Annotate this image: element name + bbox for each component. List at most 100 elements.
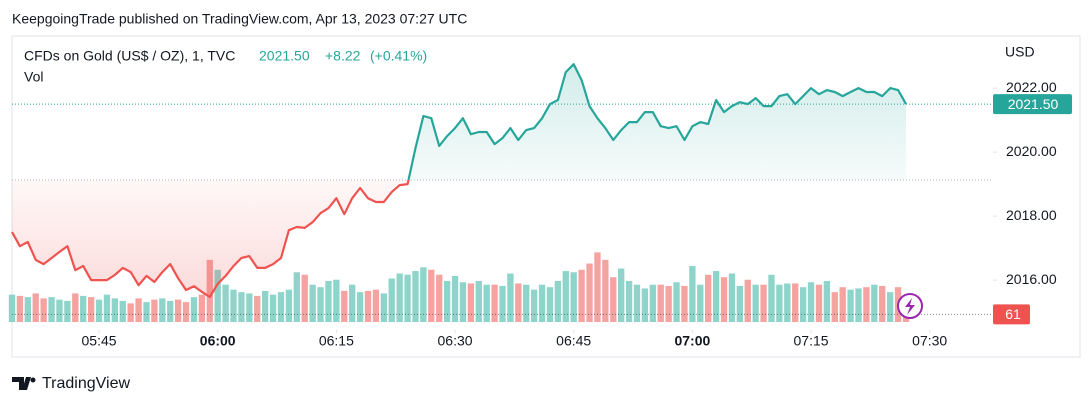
volume-bar — [792, 283, 799, 322]
last-volume-label: 61 — [1005, 306, 1021, 322]
logo — [12, 377, 36, 390]
volume-bar — [349, 284, 356, 322]
volume-bar — [333, 279, 340, 322]
volume-bar — [404, 274, 411, 322]
volume-bar — [752, 284, 759, 322]
volume-bar — [483, 284, 490, 322]
volume-bar — [625, 280, 633, 322]
legend-vol: Vol — [24, 69, 43, 85]
volume-bar — [151, 299, 158, 322]
volume-bar — [317, 287, 324, 322]
volume-bar — [499, 285, 506, 322]
y-tick-label: 2018.00 — [1006, 207, 1057, 223]
volume-bar — [364, 290, 372, 322]
volume-bar — [855, 288, 862, 322]
volume-bar — [420, 267, 427, 322]
volume-bar — [760, 284, 767, 322]
volume-bar — [269, 294, 277, 322]
volume-bar — [467, 283, 475, 322]
axis-unit: USD — [1005, 44, 1035, 60]
volume-bar — [649, 284, 656, 322]
volume-bar — [839, 287, 846, 322]
volume-bar — [459, 282, 467, 322]
y-tick-label: 2016.00 — [1006, 271, 1057, 287]
last-volume-tag — [993, 304, 1030, 325]
volume-bar — [641, 288, 649, 322]
volume-bar — [594, 252, 601, 322]
volume-bar — [167, 300, 174, 322]
volume-bar — [56, 299, 63, 322]
volume-bar — [198, 294, 206, 322]
volume-bar — [16, 295, 24, 322]
volume-bar — [807, 282, 815, 322]
volume-bar — [238, 292, 245, 322]
volume-bar — [530, 289, 538, 322]
volume-bar — [546, 287, 554, 322]
volume-bar — [32, 293, 39, 322]
last-price-label: 2021.50 — [1008, 96, 1059, 112]
volume-bar — [182, 302, 190, 322]
volume-bar — [40, 298, 47, 322]
x-tick-label: 06:45 — [556, 333, 591, 349]
volume-bar — [491, 284, 498, 322]
volume-bar — [388, 278, 395, 322]
volume-bar — [610, 277, 617, 322]
volume-bar — [475, 280, 482, 322]
volume-bar — [285, 289, 293, 322]
volume-bar — [538, 284, 546, 322]
volume-bar — [776, 284, 783, 322]
volume-bar — [372, 289, 380, 322]
volume-bar — [633, 284, 641, 322]
volume-bar — [356, 292, 364, 322]
volume-bar — [720, 277, 728, 322]
brand: TradingView — [42, 375, 130, 392]
volume-bar — [823, 280, 831, 322]
volume-bar — [689, 266, 696, 322]
x-tick-label: 05:45 — [82, 333, 117, 349]
volume-bar — [705, 274, 712, 322]
volume-bar — [602, 259, 609, 322]
volume-bar — [261, 290, 269, 322]
volume-bar — [8, 294, 16, 322]
x-tick-label: 06:30 — [438, 333, 473, 349]
volume-bar — [119, 300, 126, 322]
volume-bar — [554, 280, 562, 322]
volume-bar — [230, 289, 237, 322]
last-price-tag — [993, 94, 1072, 115]
y-tick-label: 2020.00 — [1006, 143, 1057, 159]
volume-bar — [562, 271, 569, 322]
volume-bar — [736, 285, 744, 322]
volume-bar — [443, 280, 451, 322]
volume-bar — [744, 279, 751, 322]
volume-bar — [507, 273, 514, 322]
volume-bar — [570, 272, 577, 322]
volume-bar — [886, 292, 894, 322]
volume-bar — [301, 274, 308, 322]
volume-bar — [309, 284, 316, 322]
volume-bar — [396, 273, 403, 322]
published-line: KeepgoingTrade published on TradingView.… — [12, 11, 467, 27]
x-tick-label: 07:30 — [912, 333, 947, 349]
volume-bar — [103, 294, 111, 322]
legend-change-pct: (+0.41%) — [370, 48, 427, 64]
volume-bar — [277, 292, 285, 322]
volume-bar — [578, 269, 585, 322]
volume-bar — [325, 280, 332, 322]
volume-bar — [863, 287, 870, 322]
x-tick-label: 07:00 — [674, 333, 710, 349]
legend-price: 2021.50 — [259, 48, 310, 64]
volume-bar — [111, 298, 119, 322]
volume-bar — [515, 283, 522, 322]
volume-bar — [412, 271, 419, 322]
x-tick-label: 06:00 — [200, 333, 236, 349]
legend-change: +8.22 — [325, 48, 361, 64]
volume-bar — [87, 297, 95, 322]
volume-bar — [190, 297, 198, 322]
volume-bar — [341, 290, 348, 322]
volume-bar — [127, 303, 134, 322]
volume-bar — [143, 302, 150, 322]
volume-bar — [214, 269, 221, 322]
volume-bar — [24, 297, 31, 322]
volume-bar — [254, 295, 261, 322]
